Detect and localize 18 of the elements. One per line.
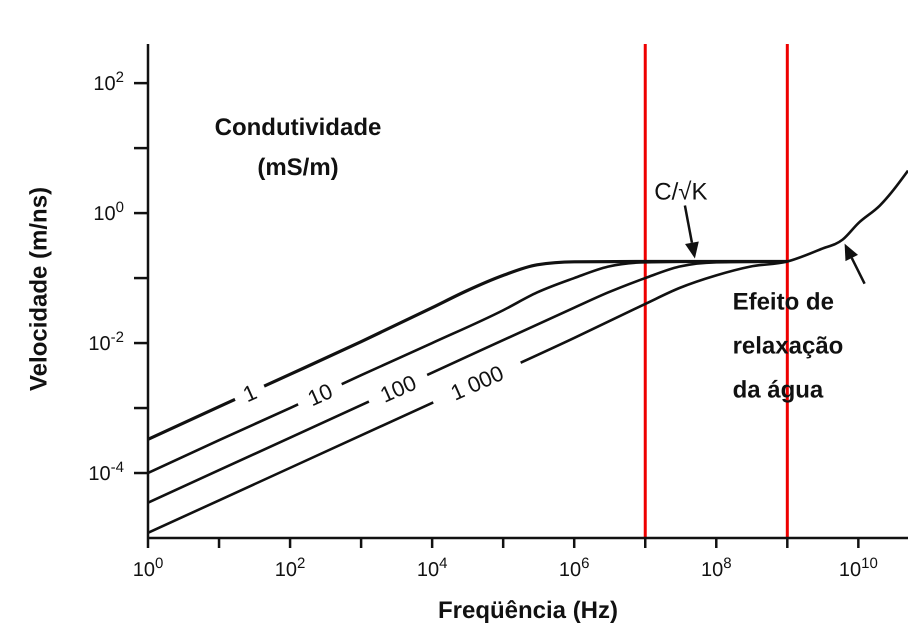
y-tick-label: 10$^{-2}$: [88, 328, 124, 356]
x-tick-label: 10$^{6}$: [558, 554, 590, 581]
y-tick-label: 10$^{0}$: [93, 198, 124, 226]
y-tick-label: 10$^{-4}$: [88, 458, 124, 486]
text: 1: [239, 379, 260, 408]
x-tick-label: 10$^{10}$: [838, 554, 878, 581]
annotation: Condutividade (mS/m): [214, 113, 382, 183]
x-axis-title: Freqüência (Hz): [438, 597, 618, 624]
x-tick-label: 10$^{2}$: [274, 554, 306, 581]
text: 1 000: [446, 360, 508, 406]
text: 100: [376, 370, 420, 408]
y-axis-title: Velocidade (m/ns): [26, 186, 53, 391]
x-tick-label: 10$^{4}$: [416, 554, 448, 581]
y-tick-label: 10$^{2}$: [93, 68, 124, 96]
x-tick-label: 10$^{8}$: [700, 554, 732, 581]
x-tick-label: 10$^{0}$: [132, 554, 164, 581]
text: 10: [304, 378, 336, 412]
annotation: C/√K: [654, 178, 708, 206]
